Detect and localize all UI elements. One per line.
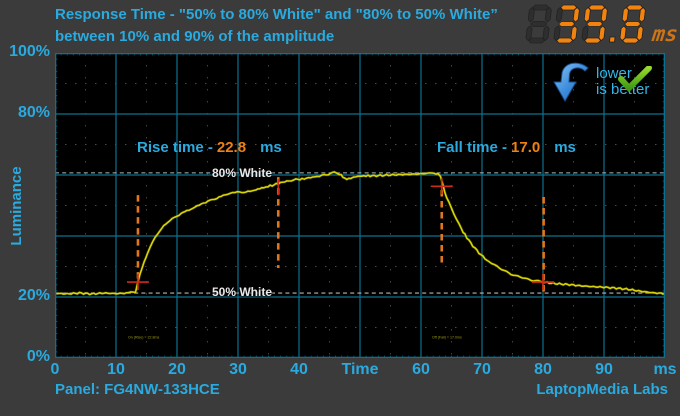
x-tick-label: 60	[412, 361, 430, 378]
lit-segment	[584, 37, 602, 44]
ghost-segment	[553, 25, 561, 42]
lit-segment	[636, 25, 644, 42]
reference-label-50-white: 50% White	[212, 285, 273, 299]
x-tick-label: 70	[473, 361, 491, 378]
lit-segment	[638, 6, 646, 23]
reference-label-80-white: 80% White	[212, 166, 273, 180]
ghost-segment	[544, 6, 552, 23]
chart-title-line1: Response Time - "50% to 80% White" and "…	[55, 6, 498, 23]
y-axis-title: Luminance	[8, 166, 25, 246]
result-value: ms	[522, 2, 679, 46]
ghost-segment	[532, 4, 550, 11]
lit-segment	[600, 6, 608, 23]
badge-text-line2: is better	[596, 81, 650, 98]
checkmark-icon	[618, 66, 652, 92]
lit-segment	[622, 37, 640, 44]
seven-segment-display: ms	[525, 4, 679, 46]
fall-time-label: Fall time -	[437, 139, 508, 156]
down-arrow-icon	[553, 62, 589, 102]
y-tick-label: 0%	[26, 348, 50, 365]
lit-segment	[586, 21, 604, 27]
x-tick-label: 40	[290, 361, 308, 378]
lower-is-better-badge: lower is better	[550, 58, 668, 108]
ghost-segment	[555, 6, 563, 23]
fall-time-unit: ms	[554, 139, 576, 156]
lab-credit-label: LaptopMedia Labs	[536, 381, 668, 398]
ghost-segment	[528, 37, 546, 44]
lit-segment	[619, 25, 627, 42]
lit-segment	[598, 25, 606, 42]
lit-segment	[556, 37, 574, 44]
rise-time-annotation: Rise time -22.8 ms	[137, 139, 282, 156]
lit-segment	[560, 4, 578, 11]
x-tick-label: ms	[653, 361, 677, 378]
lit-segment	[626, 4, 644, 11]
ghost-segment	[525, 25, 533, 42]
chart-title: Response Time - "50% to 80% White" and "…	[55, 4, 525, 48]
x-tick-label: 20	[168, 361, 186, 378]
fall-time-annotation: Fall time -17.0 ms	[437, 139, 576, 156]
lit-segment	[588, 4, 606, 11]
rise-time-label: Rise time -	[137, 139, 213, 156]
x-tick-label: 90	[595, 361, 613, 378]
plot-canvas	[55, 53, 665, 358]
result-unit: ms	[650, 21, 678, 46]
rise-time-value: 22.8	[216, 139, 247, 156]
lit-segment	[572, 6, 580, 23]
x-tick-label: Time	[341, 361, 379, 378]
panel-model-label: Panel: FG4NW-133HCE	[55, 381, 220, 398]
x-tick-label: 10	[107, 361, 125, 378]
y-tick-label: 80%	[17, 104, 50, 121]
x-tick-label: 80	[534, 361, 552, 378]
decimal-point	[609, 36, 616, 43]
seven-segment-digits: ms	[525, 4, 679, 46]
ghost-segment	[581, 25, 589, 42]
y-tick-label: 100%	[9, 43, 50, 60]
plot-area: 80% White 50% White Rise time -22.8 ms Fa…	[55, 53, 665, 358]
x-tick-label: 0	[50, 361, 60, 378]
x-tick-label: 30	[229, 361, 247, 378]
luminance-curve	[55, 171, 665, 296]
lit-segment	[583, 6, 591, 23]
lit-segment	[621, 6, 629, 23]
ghost-segment	[527, 6, 535, 23]
scope-caption-rise: On (Rise) = 22.8ms	[128, 336, 160, 340]
lit-segment	[624, 21, 642, 27]
chart-title-line2: between 10% and 90% of the amplitude	[55, 28, 335, 45]
scope-caption-fall: Off (Fall) = 17.0ms	[432, 336, 462, 340]
rise-time-unit: ms	[260, 139, 282, 156]
lit-segment	[558, 21, 576, 27]
plot-border	[55, 53, 665, 358]
ghost-segment	[542, 25, 550, 42]
fall-time-value: 17.0	[511, 139, 541, 156]
lit-segment	[570, 25, 578, 42]
ghost-segment	[530, 21, 548, 27]
y-tick-label: 20%	[17, 287, 50, 304]
